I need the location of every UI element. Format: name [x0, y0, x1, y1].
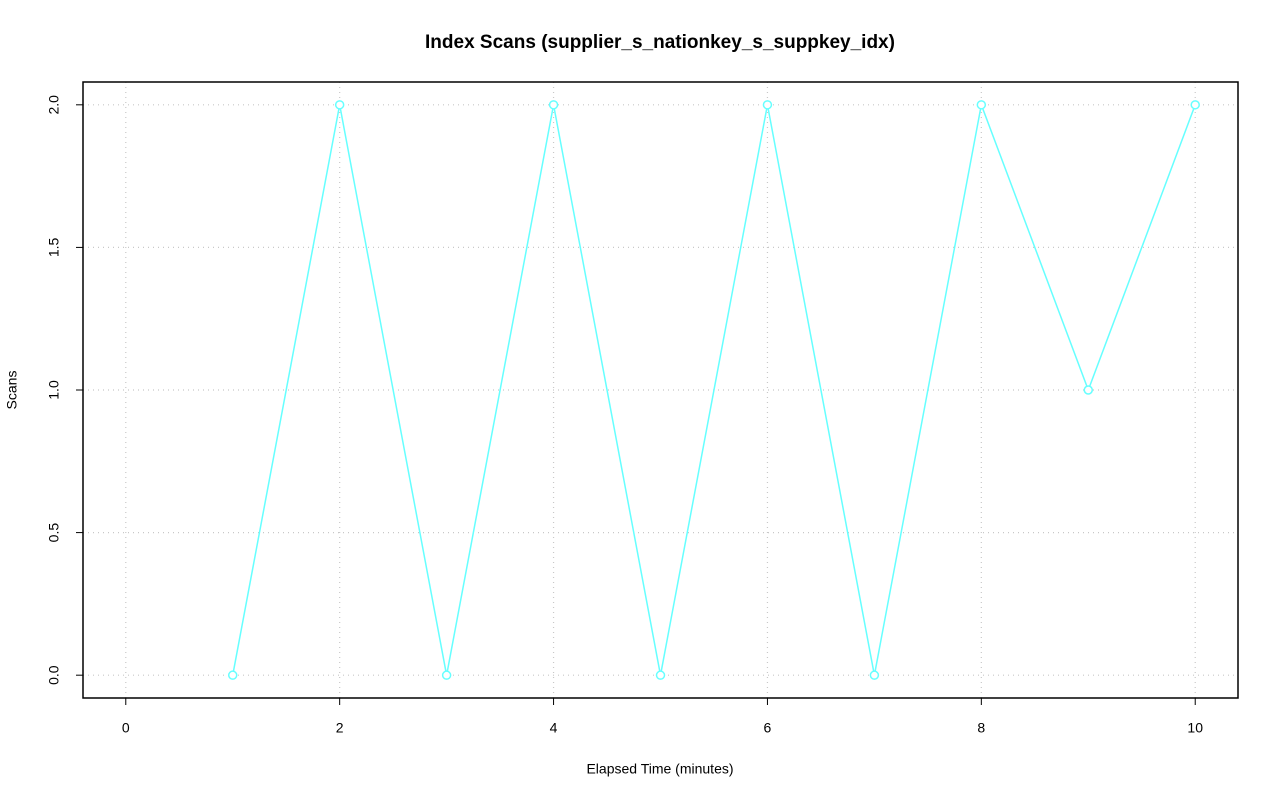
- point: [548, 100, 559, 110]
- x-tick-label: 4: [550, 720, 558, 736]
- point: [762, 100, 773, 110]
- point: [441, 670, 452, 680]
- y-tick-label: 0.0: [46, 665, 62, 685]
- x-tick-label: 10: [1187, 720, 1203, 736]
- y-tick-label: 1.5: [46, 237, 62, 257]
- x-tick-label: 2: [336, 720, 344, 736]
- y-tick-label: 0.5: [46, 523, 62, 543]
- y-axis-label: Scans: [4, 371, 20, 410]
- point: [655, 670, 666, 680]
- point: [227, 670, 238, 680]
- point: [869, 670, 880, 680]
- x-tick-label: 0: [122, 720, 130, 736]
- x-axis-label: Elapsed Time (minutes): [586, 761, 733, 777]
- chart-title: Index Scans (supplier_s_nationkey_s_supp…: [425, 32, 895, 53]
- x-tick-label: 6: [764, 720, 772, 736]
- y-tick-label: 2.0: [46, 95, 62, 115]
- point: [976, 100, 987, 110]
- plot-frame: [82, 81, 1239, 699]
- point: [1083, 385, 1094, 395]
- point: [334, 100, 345, 110]
- point: [1190, 100, 1200, 110]
- line: [231, 102, 1196, 676]
- x-tick-label: 8: [977, 720, 985, 736]
- y-tick-label: 1.0: [46, 380, 62, 400]
